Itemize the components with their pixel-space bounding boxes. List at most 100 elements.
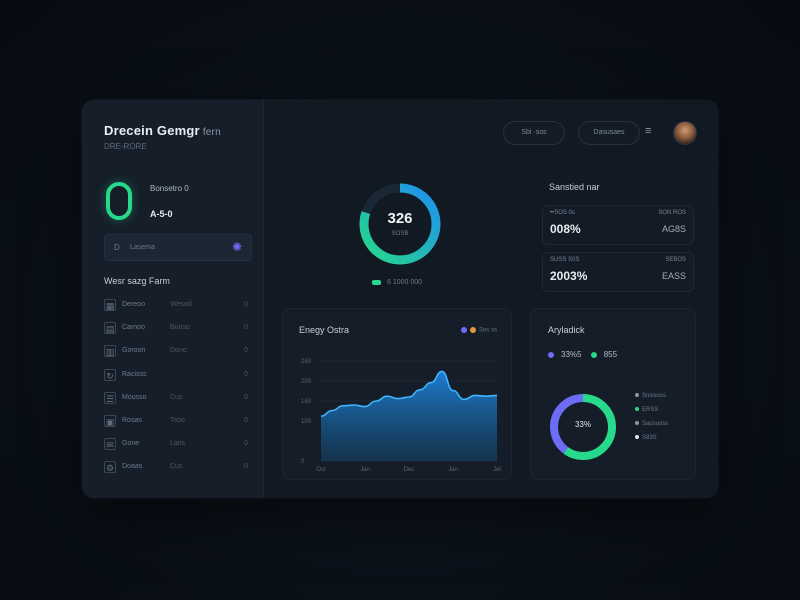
nav-item-label: Racisss <box>122 370 147 378</box>
nav-item-meta: Lans <box>170 440 186 448</box>
legend-swatch <box>372 279 381 285</box>
list-dot <box>635 421 639 426</box>
nav-item-meta: Cus <box>170 393 183 401</box>
y-tick-label: 200 <box>301 379 312 385</box>
calendar-icon: ▣ <box>104 414 116 427</box>
menu-icon[interactable]: ≡ <box>645 125 652 137</box>
nav-item-count: 0 <box>244 301 248 308</box>
sidebar: Drecein Gemgr fern DRE-RORE Bonsetro 0 A-… <box>82 100 264 498</box>
list-dot <box>635 393 639 398</box>
x-tick-label: Oct <box>316 467 326 473</box>
y-tick-label: 250 <box>301 359 312 365</box>
chart-legend: Sos ss <box>460 327 497 334</box>
list-label: S83S <box>642 435 657 441</box>
list-label: Sausuoss <box>642 421 669 427</box>
legend-dot-orange <box>469 327 476 333</box>
stat-label: SUSS S0S <box>550 257 580 263</box>
grid-icon: ▦ <box>104 299 116 311</box>
area-chart-svg: 0 100 150 200 250 Oct Jan Dec Jan Jel <box>301 359 501 473</box>
legend-text: Sos ss <box>478 327 497 334</box>
kpi-dot-purple <box>548 351 554 358</box>
nav-item-label: Goroon <box>122 347 146 355</box>
list-item[interactable]: Sausuoss <box>635 421 668 435</box>
main-donut-arc <box>359 183 441 265</box>
nav-item-label: Mousso <box>122 393 147 401</box>
header-filter-pill[interactable]: Sbi ·sos <box>503 121 565 145</box>
nav-item-count: 0 <box>244 416 248 424</box>
x-tick-label: Jan <box>448 467 458 473</box>
y-tick-label: 100 <box>301 419 312 425</box>
list-dot <box>635 435 639 440</box>
file-icon: ▥ <box>104 345 116 358</box>
brand-name: Drecein Gemgr <box>104 123 200 138</box>
stat-value: 008% <box>550 222 581 236</box>
stat-value-secondary: EASS <box>661 271 686 281</box>
donut-segment-purple <box>550 394 616 460</box>
stat-label: ••SOS 0s <box>550 210 575 216</box>
breakdown-center: 33% <box>574 420 591 429</box>
avatar[interactable] <box>673 121 697 145</box>
nav-item[interactable]: ⚙ Doaas Cus 0 <box>102 458 250 481</box>
nav-list: ▦ Dereoo Wesod 0 ▤ Carnoo Bunso 0 ▥ Goroon Dono 0… <box>102 296 250 482</box>
main-metric-value: 326 <box>387 210 413 227</box>
main-donut-svg <box>359 183 441 265</box>
stat-value-secondary: AG8S <box>661 224 686 234</box>
score-value: A-5-0 <box>150 209 173 219</box>
x-tick-label: Jan <box>360 467 370 473</box>
nav-item[interactable]: ✉ Gone Lans 0 <box>102 435 250 458</box>
status-ring-icon <box>106 182 132 220</box>
breakdown-card: Aryladick 33%5 855 33% Snsisoss ERSS Sau… <box>530 308 696 480</box>
nav-item-meta: Dono <box>170 347 187 355</box>
breakdown-kpis: 33%5 855 <box>548 350 624 359</box>
stats-title: Sanstied nar <box>549 182 600 192</box>
nav-item-label: Carnoo <box>122 324 145 332</box>
header-dashboard-pill[interactable]: Dasusaes <box>578 121 640 145</box>
nav-item[interactable]: ▣ Rosas Tsoo 0 <box>102 412 250 435</box>
list-dot <box>635 407 639 412</box>
kpi-1: 33%5 <box>561 350 582 359</box>
plan-label: Lasema <box>130 244 155 251</box>
nav-item[interactable]: ↻ Racisss 0 <box>102 366 250 389</box>
nav-item-count: 0 <box>244 324 248 332</box>
nav-item[interactable]: ☰ Mousso Cus 0 <box>102 389 250 412</box>
nav-item[interactable]: ▦ Dereoo Wesod 0 <box>102 296 250 319</box>
nav-item-count: 0 <box>244 347 248 355</box>
stat-label-secondary: SON ROS <box>658 210 686 216</box>
nav-item[interactable]: ▥ Goroon Dono 0 <box>102 342 250 365</box>
mail-icon: ✉ <box>104 438 116 451</box>
plan-selector[interactable]: D Lasema ✺ <box>104 234 252 261</box>
nav-item-label: Rosas <box>122 416 142 424</box>
list-item[interactable]: ERSS <box>635 407 668 421</box>
list-item[interactable]: S83S <box>635 435 668 449</box>
breakdown-list: Snsisoss ERSS Sausuoss S83S <box>635 393 668 449</box>
nav-item-meta: Wesod <box>170 301 192 308</box>
nav-item-count: 0 <box>244 463 248 471</box>
brand-suffix: fern <box>202 127 221 138</box>
energy-chart-card: Enegy Ostra Sos ss 0 100 150 200 250 Oct Jan De… <box>282 308 512 480</box>
main-legend-text: 6 1000 000 <box>387 279 423 286</box>
list-item[interactable]: Snsisoss <box>635 393 668 407</box>
settings-icon: ⚙ <box>104 461 116 474</box>
chart-title: Enegy Ostra <box>299 325 350 335</box>
brand-title: Drecein Gemgr fern <box>104 123 221 138</box>
nav-item-meta: Tsoo <box>170 416 185 424</box>
spark-icon[interactable]: ✺ <box>231 240 242 254</box>
chart-icon: ▤ <box>104 322 116 335</box>
breakdown-donut-svg <box>550 394 616 460</box>
nav-item-label: Doaas <box>122 463 143 471</box>
users-icon: ☰ <box>104 391 116 404</box>
plan-icon-label: D <box>114 243 120 252</box>
list-label: ERSS <box>642 407 659 413</box>
stat-card[interactable]: SUSS S0S 2003% SEBOS EASS <box>542 252 694 292</box>
legend-dot-purple <box>460 327 467 333</box>
main-metric-legend: 6 1000 000 <box>372 279 422 286</box>
dashboard-panel: Drecein Gemgr fern DRE-RORE Bonsetro 0 A-… <box>82 100 718 498</box>
stat-card[interactable]: ••SOS 0s 008% SON ROS AG8S <box>542 205 694 245</box>
area-line <box>320 370 498 417</box>
x-tick-label: Dec <box>404 467 415 473</box>
nav-item[interactable]: ▤ Carnoo Bunso 0 <box>102 319 250 342</box>
nav-item-label: Dereoo <box>122 301 145 308</box>
nav-item-count: 0 <box>244 440 248 448</box>
x-tick-label: Jel <box>493 467 501 473</box>
nav-heading: Wesr sazg Farm <box>104 276 170 286</box>
